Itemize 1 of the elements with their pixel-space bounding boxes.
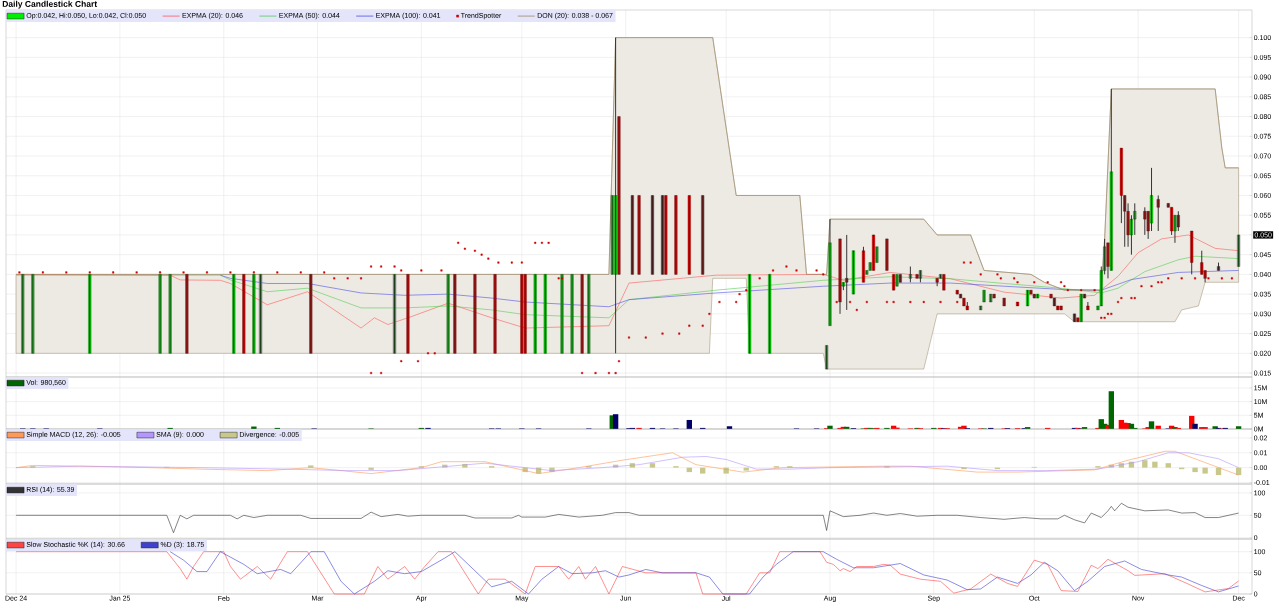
chart-title: Daily Candlestick Chart [2,0,98,9]
